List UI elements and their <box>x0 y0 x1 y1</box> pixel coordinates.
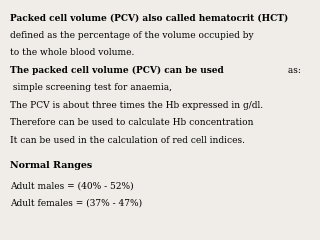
Text: Adult males = (40% - 52%): Adult males = (40% - 52%) <box>10 181 133 190</box>
Text: It can be used in the calculation of red cell indices.: It can be used in the calculation of red… <box>10 136 244 145</box>
Text: The PCV is about three times the Hb expressed in g/dl.: The PCV is about three times the Hb expr… <box>10 101 263 110</box>
Text: Adult females = (37% - 47%): Adult females = (37% - 47%) <box>10 199 142 208</box>
Text: Therefore can be used to calculate Hb concentration: Therefore can be used to calculate Hb co… <box>10 118 253 127</box>
Text: Normal Ranges: Normal Ranges <box>10 161 92 170</box>
Text: as:: as: <box>285 66 301 75</box>
Text: to the whole blood volume.: to the whole blood volume. <box>10 48 134 57</box>
Text: simple screening test for anaemia,: simple screening test for anaemia, <box>10 83 172 92</box>
Text: The packed cell volume (PCV) can be used: The packed cell volume (PCV) can be used <box>10 66 223 75</box>
Text: Packed cell volume (PCV) also called hematocrit (HCT): Packed cell volume (PCV) also called hem… <box>10 13 288 22</box>
Text: defined as the percentage of the volume occupied by: defined as the percentage of the volume … <box>10 31 256 40</box>
